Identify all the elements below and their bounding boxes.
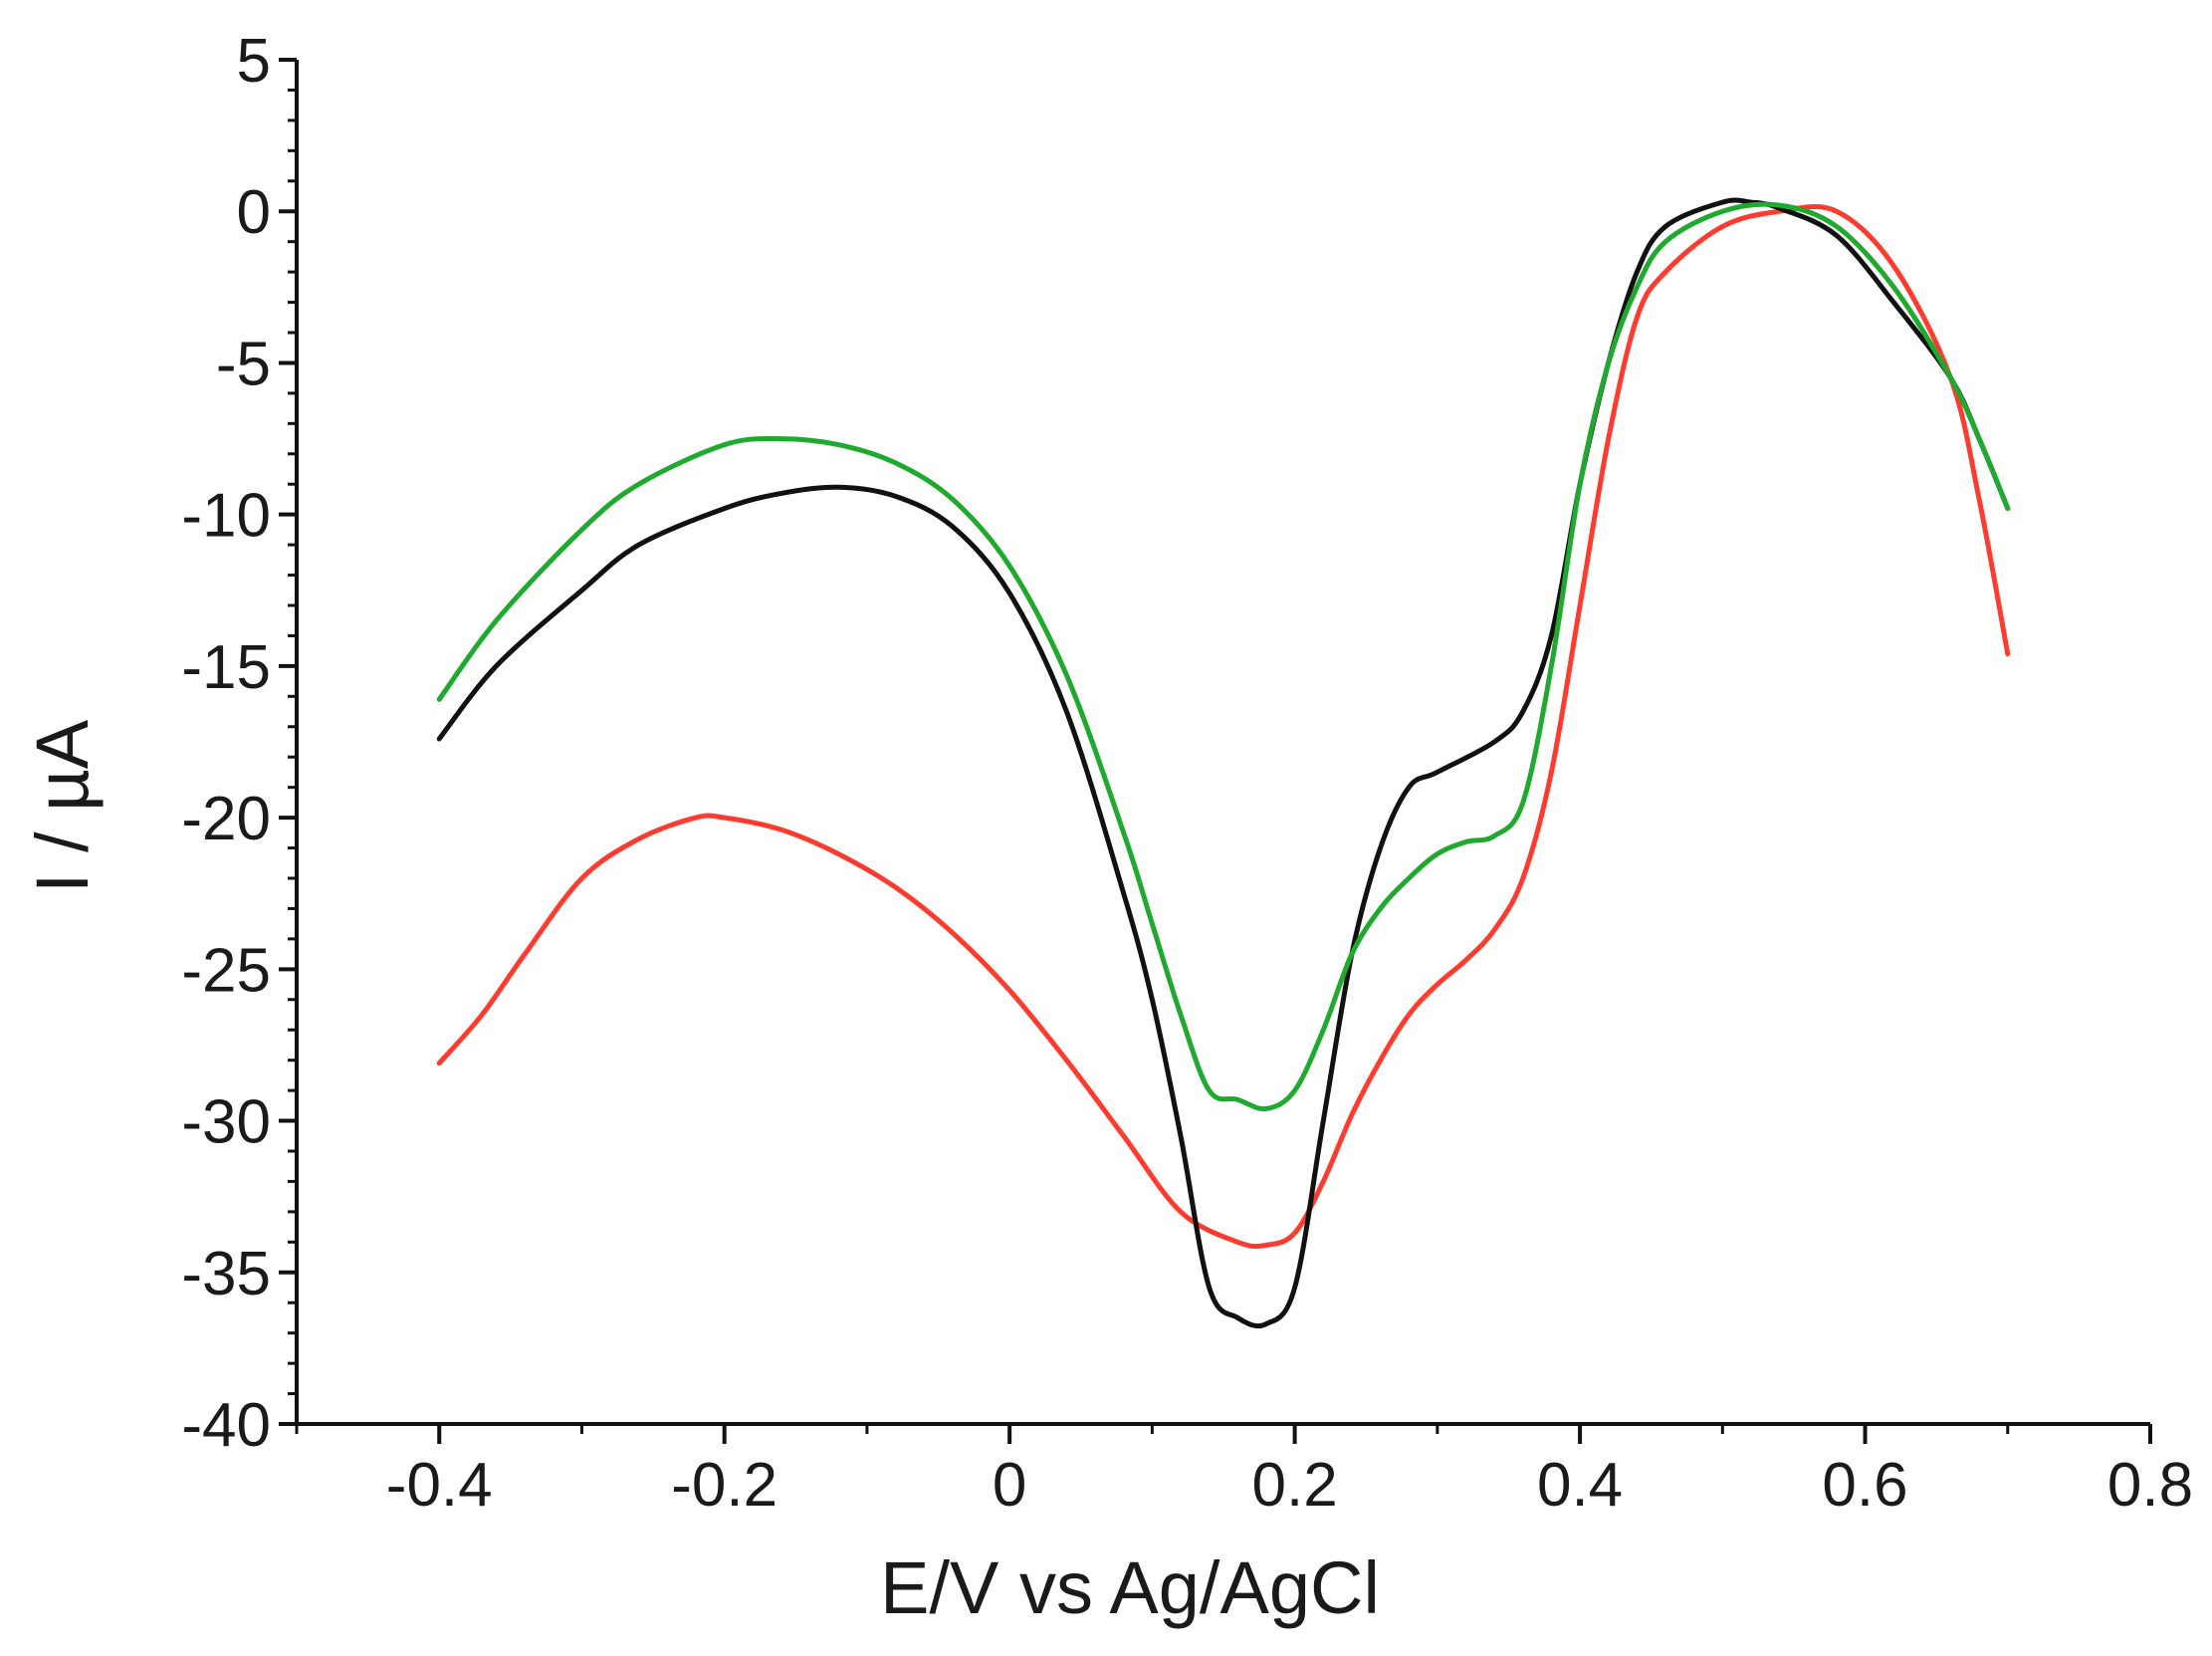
series-line-red [436,204,2011,1250]
y-tick-label: -30 [181,1088,271,1157]
x-axis-title: E/V vs Ag/AgCl [880,1546,1380,1629]
x-tick-label: -0.4 [386,1451,493,1520]
x-tick-label: 0.4 [1537,1451,1623,1520]
y-tick-label: -15 [181,633,271,702]
x-tick-label: 0.8 [2107,1451,2193,1520]
y-tick-label: -10 [181,482,271,551]
y-tick-label: -40 [181,1391,271,1460]
y-axis-title: I / µA [21,719,104,893]
series-layer [436,197,2011,1329]
axes-layer: 5 0 -5 -10 -15 -20 -25 -30 -35 -40 -0.4 -0.2 0 0.2 0.4… [181,27,2193,1520]
y-tick-label: -35 [181,1240,271,1308]
x-tick-label: -0.2 [671,1451,777,1520]
y-tick-label: -25 [181,936,271,1005]
y-tick-label: 0 [237,178,271,247]
y-tick-label: 5 [237,27,271,96]
x-tick-label: 0.6 [1822,1451,1907,1520]
x-tick-label: 0 [993,1451,1026,1520]
y-tick-label: -20 [181,785,271,853]
series-line-green [436,201,2011,1112]
x-tick-label: 0.2 [1252,1451,1338,1520]
y-tick-label: -5 [216,330,271,398]
series-line-black [436,197,2011,1329]
